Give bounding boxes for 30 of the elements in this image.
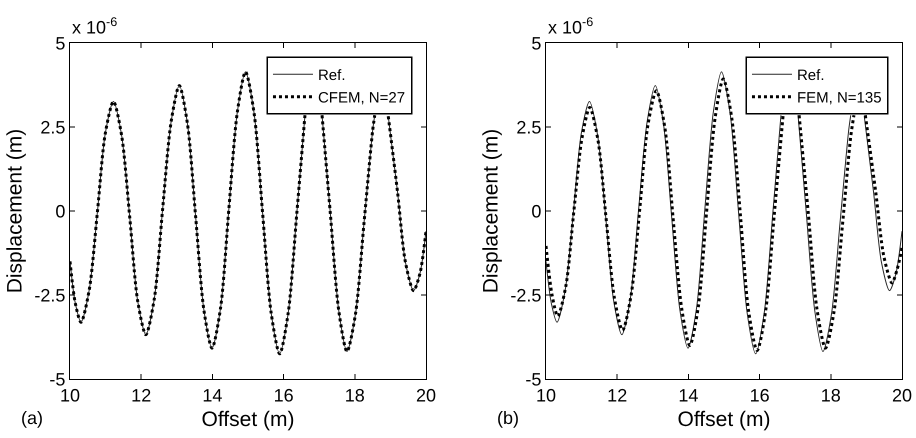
- legend-label: Ref.: [318, 67, 346, 84]
- legend-label: CFEM, N=27: [318, 90, 406, 107]
- x-tick-label: 16: [274, 386, 294, 406]
- y-tick-label: 0: [531, 201, 542, 222]
- y-tick-label: 5: [55, 33, 66, 54]
- y-tick-label: 2.5: [516, 117, 542, 138]
- x-tick-label: 14: [678, 386, 698, 406]
- y-axis-title: Displacement (m): [4, 128, 27, 294]
- x-tick-label: 20: [892, 386, 912, 406]
- x-tick-label: 14: [202, 386, 222, 406]
- text: x 10$^{-6}$: [72, 15, 118, 38]
- x-tick-label: 18: [820, 386, 841, 406]
- y-tick-label: -2.5: [510, 285, 542, 306]
- y-tick-label: -2.5: [34, 285, 66, 306]
- text: x 10$^{-6}$: [548, 15, 594, 38]
- text: (b): [497, 408, 519, 428]
- x-tick-label: 20: [416, 386, 436, 406]
- y-axis-title: Displacement (m): [480, 128, 503, 294]
- x-tick-label: 16: [750, 386, 770, 406]
- legend-label: Ref.: [796, 67, 824, 84]
- y-tick-label: 5: [531, 33, 542, 54]
- text: (a): [21, 408, 43, 428]
- legend-label: FEM, N=135: [796, 90, 882, 107]
- y-tick-label: 2.5: [40, 117, 66, 138]
- x-tick-label: 12: [131, 386, 152, 406]
- x-axis-title: Offset (m): [678, 408, 770, 431]
- x-tick-label: 18: [344, 386, 365, 406]
- x-tick-label: 12: [607, 386, 628, 406]
- x-axis-title: Offset (m): [202, 408, 294, 431]
- y-tick-label: 0: [55, 201, 66, 222]
